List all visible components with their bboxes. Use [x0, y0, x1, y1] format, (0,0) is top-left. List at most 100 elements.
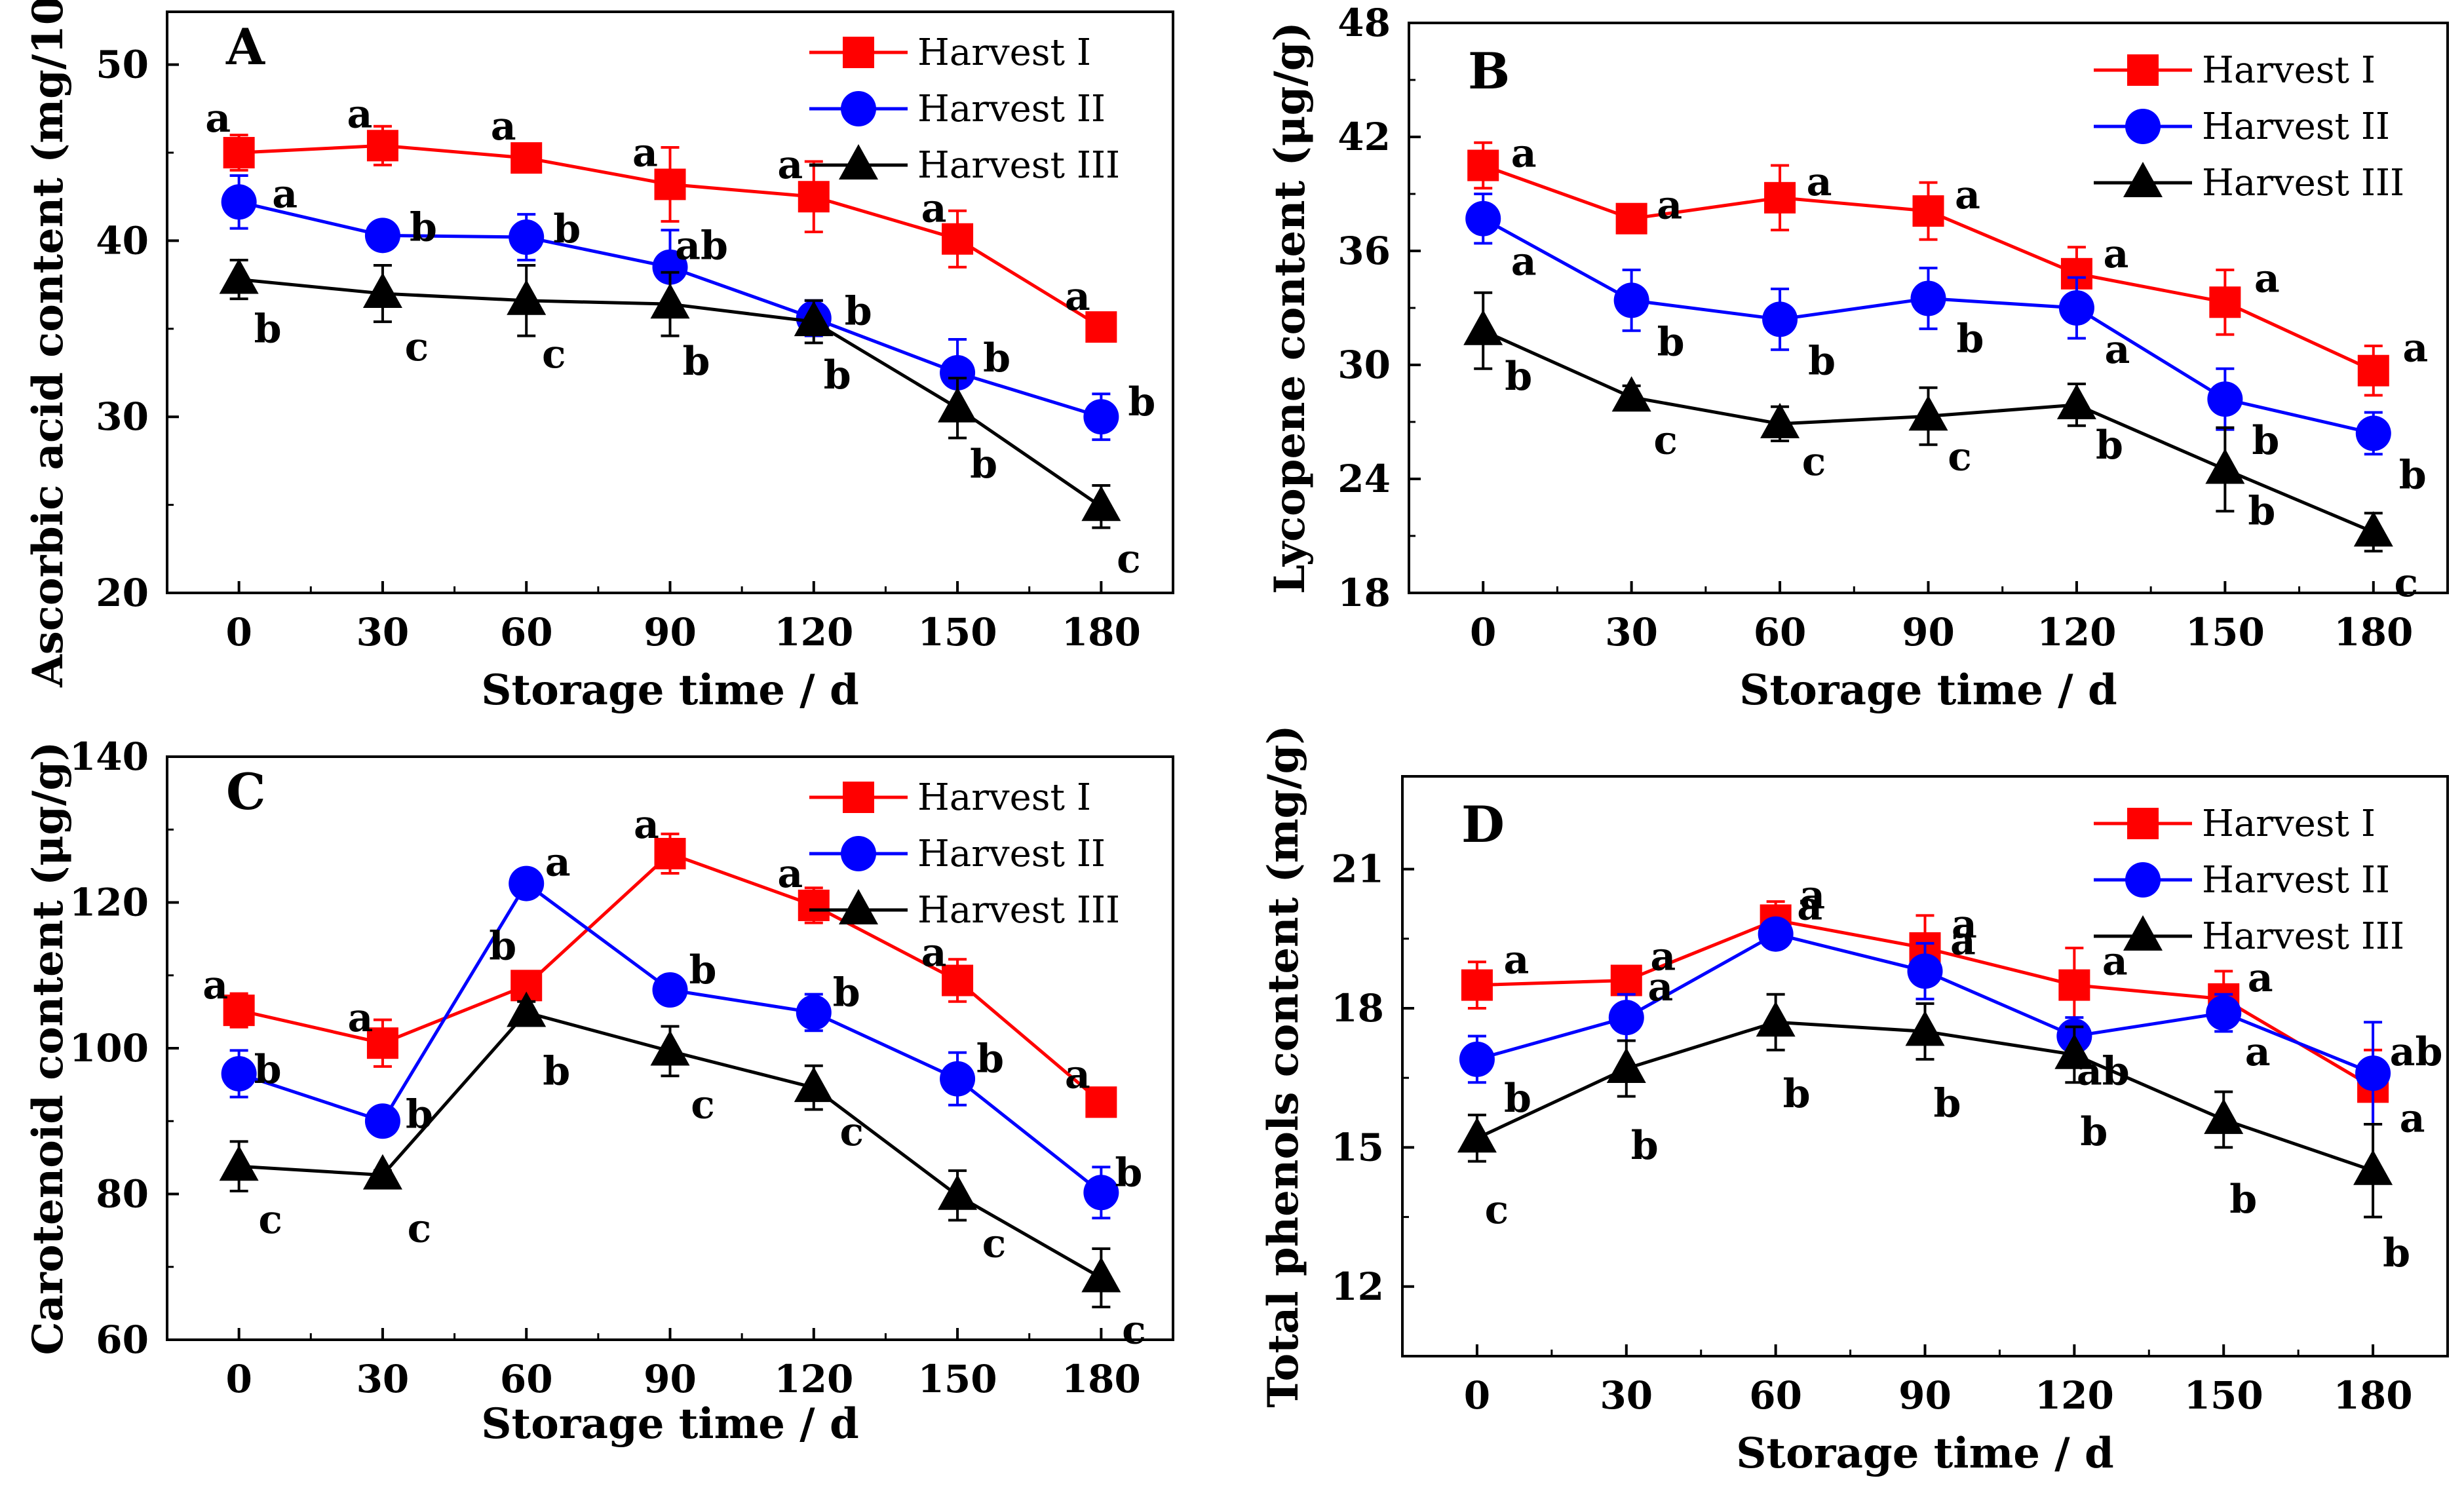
significance-letter: a: [634, 802, 659, 848]
data-point: [2058, 969, 2090, 1001]
data-point: [2353, 511, 2393, 547]
x-tick-label: 0: [1464, 1373, 1490, 1418]
x-axis-title: Storage time / d: [481, 1399, 858, 1449]
panel-a: 0 30 60 90 120 150 180 20 30 40 50 Storage time / d…: [24, 0, 1174, 715]
panel-letter: B: [1468, 42, 1510, 100]
data-point: [219, 258, 259, 294]
x-axis-title: Storage time / d: [1736, 1429, 2113, 1478]
significance-letter: b: [406, 1091, 433, 1137]
significance-letter: ab: [2077, 1048, 2130, 1094]
significance-letter: a: [1065, 274, 1090, 320]
data-point: [1083, 399, 1119, 435]
significance-letter: b: [254, 1047, 282, 1093]
data-point: [1085, 1086, 1117, 1118]
significance-letter: c: [1802, 439, 1826, 485]
significance-letter: b: [2248, 489, 2275, 535]
significance-letter: a: [2402, 326, 2428, 371]
x-tick-label: 150: [2185, 610, 2265, 654]
legend-marker: [841, 91, 876, 126]
significance-letter: b: [833, 970, 860, 1015]
significance-letter: c: [1653, 417, 1678, 463]
significance-letter: a: [545, 840, 571, 886]
y-tick-label: 60: [96, 1317, 149, 1362]
significance-letter: a: [1955, 172, 1980, 218]
x-tick-label: 150: [918, 610, 997, 654]
data-point: [2357, 354, 2389, 387]
data-point: [798, 889, 830, 921]
data-point: [2204, 1098, 2244, 1134]
y-tick-label: 36: [1338, 229, 1391, 273]
legend-marker: [841, 836, 876, 871]
x-tick-label: 60: [1754, 610, 1807, 654]
significance-letter: c: [1485, 1187, 1509, 1233]
data-point: [796, 995, 832, 1031]
significance-letter: c: [405, 324, 429, 370]
data-point: [654, 168, 686, 200]
y-tick-label: 40: [96, 218, 149, 263]
data-point: [2058, 290, 2094, 326]
significance-letter: c: [691, 1082, 715, 1127]
data-point: [940, 1061, 976, 1097]
legend-label: Harvest I: [917, 31, 1091, 74]
y-tick-label: 42: [1338, 115, 1391, 159]
x-tick-label: 30: [1605, 610, 1658, 654]
significance-letter: a: [1807, 159, 1832, 205]
data-point: [1083, 1175, 1119, 1211]
data-point: [654, 837, 686, 869]
data-point: [507, 991, 547, 1027]
panel-letter: C: [226, 763, 266, 821]
significance-letter: a: [347, 91, 372, 137]
significance-letter: a: [777, 851, 803, 897]
y-tick-label: 24: [1338, 457, 1391, 501]
significance-letter: b: [1934, 1080, 1961, 1126]
x-tick-label: 60: [500, 1357, 553, 1401]
data-point: [1465, 200, 1501, 237]
legend-label: Harvest III: [2202, 915, 2404, 958]
panel-letter: A: [225, 18, 265, 76]
data-point: [942, 964, 974, 996]
significance-letter: a: [2248, 955, 2273, 1001]
data-point: [940, 355, 976, 391]
significance-letter: a: [1511, 131, 1537, 177]
significance-letter: ab: [675, 223, 728, 269]
significance-letter: c: [408, 1206, 432, 1252]
data-point: [798, 181, 830, 213]
data-point: [1760, 402, 1800, 438]
significance-letter: a: [2102, 939, 2128, 985]
data-point: [219, 1145, 259, 1181]
data-point: [1905, 1010, 1945, 1046]
significance-letter: b: [489, 923, 516, 969]
legend-marker: [2123, 915, 2163, 951]
significance-letter: a: [1657, 183, 1682, 229]
series-harvest-iii: [219, 991, 1121, 1308]
y-axis-title: Lycopene content (μg/g): [1265, 22, 1315, 594]
significance-letter: ab: [2390, 1029, 2443, 1075]
data-point: [2207, 381, 2243, 417]
data-point: [1608, 1000, 1644, 1036]
data-point: [507, 279, 547, 315]
series-harvest-iii: [1457, 993, 2393, 1219]
legend-label: Harvest I: [2202, 49, 2376, 92]
legend-marker: [2127, 808, 2159, 839]
data-point: [1907, 953, 1943, 989]
significance-letter: b: [1115, 1150, 1142, 1196]
data-point: [362, 273, 402, 309]
significance-letter: a: [347, 995, 373, 1041]
significance-letter: a: [2400, 1095, 2425, 1141]
data-point: [652, 249, 688, 285]
x-tick-label: 0: [225, 610, 252, 654]
legend-marker: [839, 889, 878, 924]
x-tick-label: 30: [356, 610, 410, 654]
significance-letter: a: [1797, 884, 1822, 930]
x-tick-label: 120: [774, 610, 853, 654]
data-point: [366, 1027, 398, 1059]
significance-letter: b: [1783, 1071, 1811, 1117]
significance-letter: a: [921, 186, 947, 232]
significance-letter: b: [2383, 1230, 2410, 1276]
data-point: [2355, 1055, 2391, 1091]
y-tick-label: 15: [1331, 1125, 1384, 1169]
significance-letter: a: [1952, 901, 1977, 947]
legend-label: Harvest II: [2202, 859, 2390, 901]
data-point: [1611, 376, 1651, 412]
